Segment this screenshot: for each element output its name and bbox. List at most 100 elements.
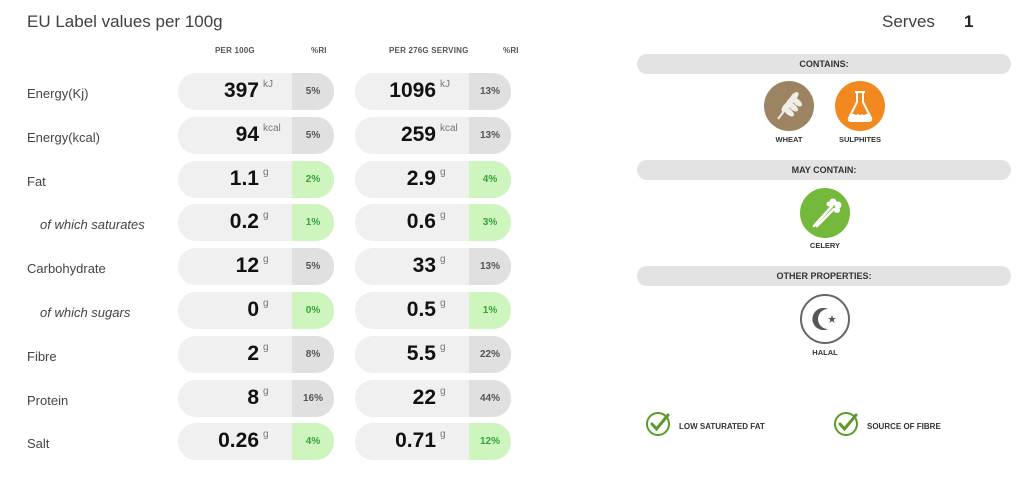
value-cell-per-100g: 0 g 0% [178, 292, 334, 329]
value-cell-per-serving: 22 g 44% [355, 379, 511, 417]
may-contain-header: MAY CONTAIN: [637, 160, 1011, 180]
nutrient-unit: kJ [440, 79, 450, 90]
value-cell-per-100g: 397 kJ 5% [178, 73, 334, 110]
property-label: LOW SATURATED FAT [679, 422, 765, 431]
value-cell-per-100g: 0.26 g 4% [178, 423, 334, 461]
nutrient-unit: g [263, 166, 269, 178]
row-label: of which saturates [40, 217, 145, 233]
row-label: Energy(Kj) [27, 86, 89, 101]
column-header-ri-serving: %RI [503, 46, 519, 55]
ri-percent: 16% [292, 379, 334, 417]
nutrient-unit: g [440, 166, 446, 178]
nutrient-value: 0.5 [406, 298, 436, 321]
nutrient-value: 1.1 [229, 166, 259, 190]
nutrient-value: 0.6 [406, 210, 436, 234]
ri-percent: 5% [292, 116, 334, 154]
nutrient-unit: g [263, 210, 269, 222]
nutrient-unit: g [263, 429, 269, 441]
ri-percent: 13% [469, 248, 511, 286]
nutrient-unit: kJ [263, 79, 273, 90]
column-header-per-serving: PER 276G SERVING [389, 46, 469, 55]
serves-value: 1 [964, 12, 974, 31]
sulphites-label: SULPHITES [838, 135, 882, 144]
nutrient-unit: g [440, 254, 446, 266]
celery-label: CELERY [809, 241, 841, 250]
ri-percent: 13% [469, 116, 511, 154]
nutrient-value: 0 [247, 298, 259, 321]
ri-percent: 44% [469, 379, 511, 417]
row-label: of which sugars [40, 305, 131, 320]
nutrient-value: 259 [400, 122, 436, 146]
page-title: EU Label values per 100g [27, 12, 223, 31]
nutrient-value: 2.9 [406, 166, 436, 190]
nutrient-unit: g [440, 210, 446, 222]
nutrient-unit: g [440, 429, 446, 441]
nutrient-value: 0.71 [395, 429, 436, 453]
ri-percent: 1% [469, 292, 511, 329]
value-cell-per-serving: 0.71 g 12% [355, 423, 511, 461]
value-cell-per-serving: 33 g 13% [355, 248, 511, 286]
ri-percent: 5% [292, 73, 334, 110]
crescent-star-icon [800, 294, 850, 344]
nutrient-unit: g [263, 254, 269, 266]
ri-percent: 1% [292, 204, 334, 242]
property-label: SOURCE OF FIBRE [867, 422, 941, 431]
nutrient-value: 33 [412, 254, 436, 278]
column-header-per-100g: PER 100G [215, 46, 255, 55]
row-label: Carbohydrate [27, 261, 106, 277]
nutrient-unit: g [263, 298, 269, 309]
ri-percent: 13% [469, 73, 511, 110]
value-cell-per-serving: 259 kcal 13% [355, 116, 511, 154]
nutrient-value: 22 [412, 385, 436, 409]
ri-percent: 4% [292, 423, 334, 461]
check-icon [833, 411, 859, 442]
property-source-of-fibre: SOURCE OF FIBRE [833, 411, 941, 442]
contains-header: CONTAINS: [637, 54, 1011, 74]
nutrient-unit: g [263, 341, 269, 353]
value-cell-per-serving: 5.5 g 22% [355, 335, 511, 373]
ri-percent: 0% [292, 292, 334, 329]
value-cell-per-serving: 1096 kJ 13% [355, 73, 511, 110]
ri-percent: 5% [292, 248, 334, 286]
other-properties-header: OTHER PROPERTIES: [637, 266, 1011, 286]
value-cell-per-100g: 2 g 8% [178, 335, 334, 373]
check-icon [645, 411, 671, 442]
value-cell-per-100g: 1.1 g 2% [178, 160, 334, 198]
nutrient-value: 0.26 [218, 429, 259, 453]
value-cell-per-100g: 94 kcal 5% [178, 116, 334, 154]
nutrient-unit: g [440, 298, 446, 309]
nutrient-value: 1096 [389, 79, 436, 102]
row-label: Fat [27, 173, 46, 189]
nutrient-value: 397 [223, 79, 259, 102]
ri-percent: 4% [469, 160, 511, 198]
ri-percent: 3% [469, 204, 511, 242]
nutrient-unit: g [440, 385, 446, 397]
value-cell-per-100g: 12 g 5% [178, 248, 334, 286]
nutrient-unit: g [263, 385, 269, 397]
value-cell-per-serving: 0.6 g 3% [355, 204, 511, 242]
value-cell-per-100g: 0.2 g 1% [178, 204, 334, 242]
row-label: Fibre [27, 348, 57, 364]
nutrient-value: 8 [247, 385, 259, 409]
nutrient-value: 0.2 [229, 210, 259, 234]
celery-icon [800, 188, 850, 238]
nutrient-unit: kcal [440, 122, 458, 134]
row-label: Protein [27, 392, 69, 408]
nutrient-value: 12 [235, 254, 259, 278]
nutrient-value: 94 [235, 122, 259, 146]
row-label: Energy(kcal) [27, 129, 100, 145]
flask-icon [835, 81, 885, 131]
ri-percent: 8% [292, 335, 334, 373]
nutrient-value: 5.5 [406, 341, 436, 365]
value-cell-per-100g: 8 g 16% [178, 379, 334, 417]
sulphite-symbol: SO2 [853, 111, 866, 117]
halal-label: HALAL [812, 348, 838, 357]
nutrient-unit: kcal [263, 122, 281, 134]
wheat-icon [764, 81, 814, 131]
ri-percent: 22% [469, 335, 511, 373]
value-cell-per-serving: 2.9 g 4% [355, 160, 511, 198]
nutrient-unit: g [440, 341, 446, 353]
value-cell-per-serving: 0.5 g 1% [355, 292, 511, 329]
serves-label: Serves [882, 12, 935, 31]
column-header-ri-100g: %RI [311, 46, 327, 55]
